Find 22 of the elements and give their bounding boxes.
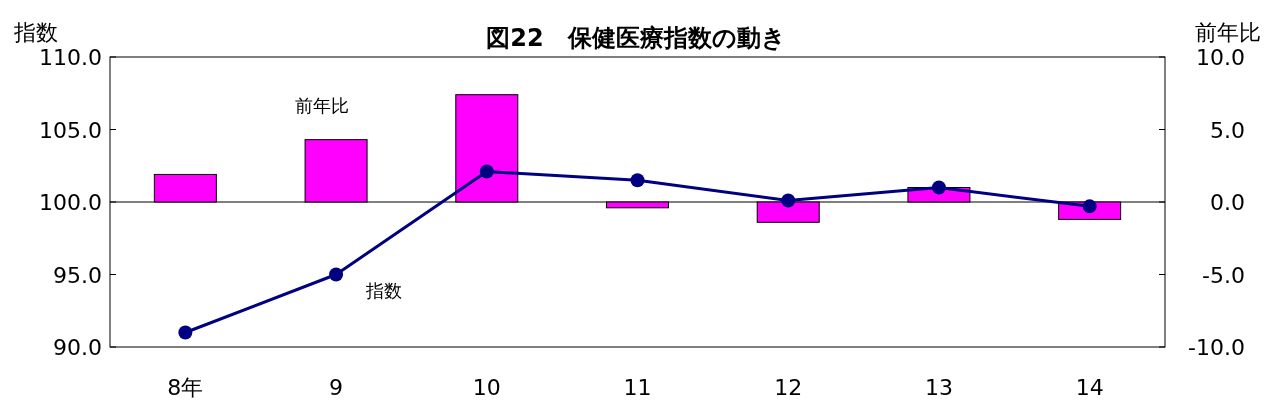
x-tick-label: 14 (1075, 375, 1104, 400)
y-tick-label: 95.0 (53, 262, 102, 288)
y2-tick-label: 5.0 (1210, 117, 1245, 143)
y-tick-label: 110.0 (39, 45, 102, 70)
chart-title: 図22 保健医療指数の動き (486, 24, 786, 52)
y2-axis-title: 前年比 (1195, 20, 1261, 45)
y-axis-title: 指数 (13, 20, 58, 45)
y2-tick-label: 10.0 (1196, 45, 1245, 70)
series-label: 前年比 (295, 94, 350, 116)
y-tick-label: 90.0 (53, 335, 102, 360)
y-tick-label: 100.0 (39, 190, 102, 215)
y2-tick-label: -5.0 (1202, 262, 1245, 288)
x-tick-label: 11 (623, 375, 652, 400)
series-label: 指数 (365, 279, 403, 301)
x-tick-label: 10 (472, 375, 501, 400)
y2-tick-label: 0.0 (1210, 190, 1245, 215)
y-tick-label: 105.0 (39, 117, 102, 143)
x-tick-label: 8年 (167, 375, 204, 400)
x-tick-label: 13 (924, 375, 953, 400)
x-tick-label: 12 (774, 375, 803, 400)
x-tick-label: 9 (329, 375, 344, 400)
y2-tick-label: -10.0 (1188, 335, 1245, 360)
